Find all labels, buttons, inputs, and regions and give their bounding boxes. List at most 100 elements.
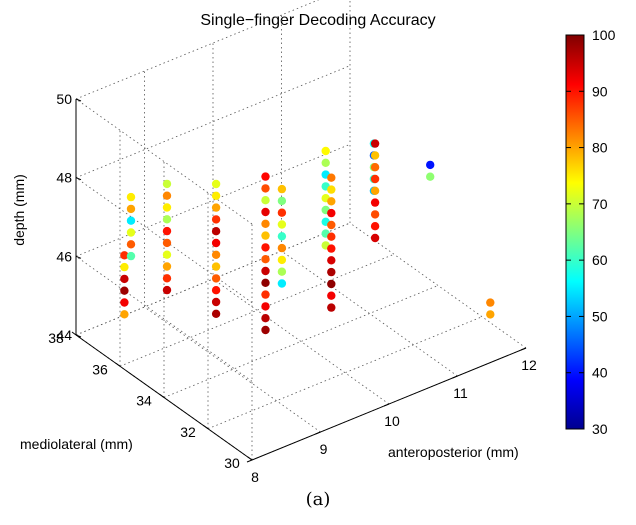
data-point [126, 240, 136, 249]
floor-grid-line [281, 250, 458, 377]
data-point [120, 298, 129, 307]
data-point [277, 196, 287, 206]
z-tick [75, 98, 82, 102]
data-point [327, 185, 336, 194]
y-tick-label: 30 [224, 455, 240, 471]
y-tick [203, 425, 209, 430]
colorbar-tick-label: 100 [592, 27, 616, 43]
data-point [486, 298, 495, 307]
data-point [120, 274, 129, 284]
x-tick [315, 431, 321, 435]
data-point [426, 172, 435, 181]
data-point [261, 314, 270, 323]
data-point [327, 303, 336, 312]
data-point [370, 186, 380, 195]
y-axis-label: mediolateral (mm) [20, 436, 133, 452]
z-tick [75, 177, 82, 181]
data-point [211, 191, 221, 200]
data-point [327, 279, 336, 289]
z-tick-label: 50 [56, 91, 72, 107]
data-point [126, 204, 136, 214]
chart-title: Single−finger Decoding Accuracy [200, 12, 435, 29]
data-point [120, 251, 129, 260]
data-point [126, 228, 136, 237]
x-tick-label: 8 [251, 469, 259, 485]
data-point [162, 250, 172, 259]
data-point [321, 158, 330, 167]
data-point [162, 274, 172, 283]
data-point [261, 184, 270, 193]
colorbar-tick-label: 30 [592, 421, 608, 437]
data-point [277, 279, 287, 288]
data-point [261, 243, 270, 252]
data-point [327, 220, 336, 230]
y-tick-label: 38 [48, 330, 64, 346]
x-tick-label: 9 [320, 441, 328, 457]
data-point [277, 208, 287, 217]
data-point [261, 207, 270, 217]
y-tick [247, 456, 253, 461]
data-point [162, 285, 172, 295]
data-point [211, 215, 221, 224]
y-tick [159, 394, 165, 398]
data-point [426, 160, 435, 170]
x-tick [246, 459, 253, 463]
data-point [327, 197, 336, 206]
floor-grid-line [144, 306, 321, 433]
z-tick-label: 44 [56, 327, 72, 343]
y-tick-label: 34 [136, 393, 152, 409]
colorbar-tick-label: 70 [592, 196, 608, 212]
x-tick [452, 375, 458, 379]
x-tick [383, 403, 390, 407]
data-point [261, 196, 270, 205]
data-point [211, 274, 221, 283]
data-point [370, 210, 380, 219]
data-point [261, 266, 270, 276]
data-point [370, 151, 380, 160]
data-point [120, 286, 129, 295]
data-point [162, 262, 172, 271]
data-point [126, 192, 136, 202]
z-tick [75, 255, 82, 259]
data-point [261, 219, 270, 228]
data-point [211, 179, 221, 189]
data-point [261, 231, 270, 240]
data-point [261, 255, 270, 264]
data-point [261, 278, 270, 287]
z-tick-label: 46 [56, 248, 72, 264]
y-tick [115, 362, 121, 367]
z-tick-label: 48 [56, 170, 72, 186]
data-point [327, 244, 336, 253]
data-point [211, 250, 221, 259]
data-point [370, 139, 380, 148]
data-points [120, 139, 495, 335]
data-point [277, 220, 287, 229]
colorbar-tick-label: 50 [592, 308, 608, 324]
data-point [162, 191, 172, 200]
data-point [327, 256, 336, 265]
data-point [211, 297, 221, 307]
figure-caption: (a) [306, 489, 331, 510]
colorbar-ticks: 30 40 50 60 70 80 90 100 [566, 27, 616, 437]
floor-grid-line [207, 316, 483, 430]
data-point [370, 174, 380, 184]
data-point [126, 251, 136, 261]
axes [71, 98, 527, 463]
y-tick-label: 36 [92, 361, 108, 377]
data-point [120, 262, 129, 272]
x-axis-label: anteroposterior (mm) [388, 444, 519, 460]
data-point [162, 179, 172, 189]
colorbar: 30 40 50 60 70 80 90 100 [565, 27, 616, 437]
data-point [327, 232, 336, 241]
data-point [211, 309, 221, 318]
data-point [126, 216, 136, 225]
data-point [162, 215, 172, 224]
floor-grid-line [163, 285, 439, 398]
colorbar-tick-label: 80 [592, 140, 608, 156]
data-point [162, 238, 172, 248]
data-point [261, 325, 270, 335]
data-point [277, 267, 287, 276]
data-point [211, 262, 221, 271]
data-point [327, 291, 336, 300]
